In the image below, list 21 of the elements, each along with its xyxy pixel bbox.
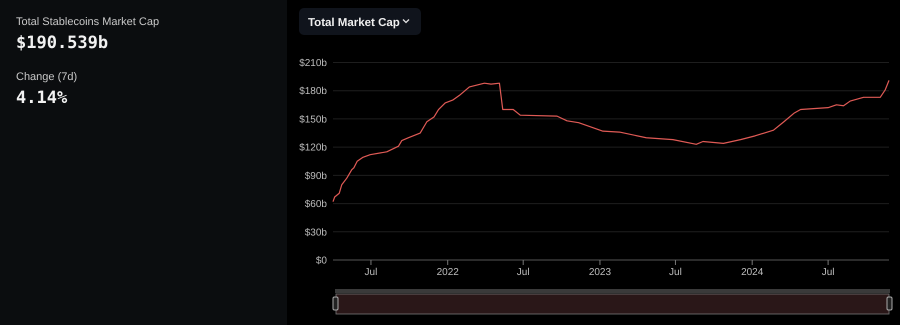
x-tick-label: 2023: [588, 267, 612, 278]
line-series: [332, 80, 890, 202]
x-tick-label: Jul: [364, 267, 378, 278]
y-tick-label: $150b: [299, 114, 328, 126]
x-tick-label: 2024: [741, 267, 764, 278]
x-tick-label: 2022: [436, 267, 460, 278]
y-tick-label: $90b: [304, 170, 328, 182]
x-tick-label: Jul: [669, 267, 682, 278]
y-tick-label: $0: [316, 256, 328, 266]
text: Change (7d): [16, 71, 78, 83]
text: 4.14%: [16, 88, 68, 108]
y-tick-label: $30b: [304, 227, 328, 238]
x-tick-label: Jul: [822, 267, 834, 278]
y-tick-label: $210b: [299, 58, 328, 69]
chart-title: Total Market Cap: [308, 17, 400, 29]
y-tick-label: $60b: [304, 199, 328, 210]
y-tick-label: $120b: [299, 142, 328, 154]
x-tick-label: Jul: [516, 267, 530, 278]
y-tick-label: $180b: [299, 86, 328, 98]
text: Total Stablecoins Market Cap: [16, 16, 160, 28]
text: $190.539b: [16, 33, 108, 53]
